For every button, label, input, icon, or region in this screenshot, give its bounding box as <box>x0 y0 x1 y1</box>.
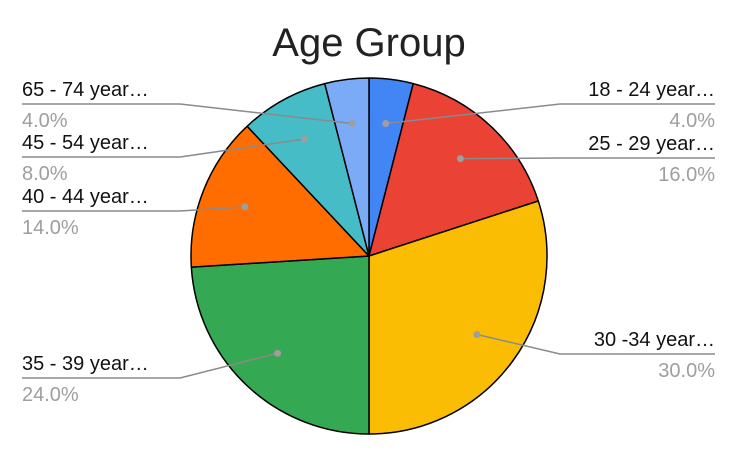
leader-dot-0 <box>382 120 390 128</box>
slice-percent-6: 4.0% <box>22 110 68 132</box>
slice-percent-3: 24.0% <box>22 384 79 406</box>
pie-slice-1 <box>368 82 540 257</box>
slice-label-5: 45 - 54 year… <box>22 132 149 154</box>
leader-dot-5 <box>301 135 309 143</box>
leader-line-3 <box>22 352 278 379</box>
slice-percent-2: 30.0% <box>658 360 715 382</box>
slice-label-3: 35 - 39 year… <box>22 353 149 375</box>
slice-label-0: 18 - 24 year… <box>588 79 715 101</box>
leader-line-2 <box>476 333 715 355</box>
slice-percent-4: 14.0% <box>22 217 79 239</box>
pie-slices <box>190 77 548 435</box>
leader-line-0 <box>385 103 715 125</box>
slice-label-1: 25 - 29 year… <box>588 133 715 155</box>
pie-slice-2 <box>368 200 548 435</box>
leader-lines <box>22 103 715 379</box>
pie-slice-3 <box>190 255 370 435</box>
leader-line-4 <box>22 206 245 212</box>
slice-percent-1: 16.0% <box>658 164 715 186</box>
slice-label-4: 40 - 44 year… <box>22 186 149 208</box>
chart-title: Age Group <box>272 21 465 65</box>
leader-line-5 <box>22 138 305 158</box>
leader-dot-4 <box>241 203 249 211</box>
leader-line-6 <box>22 103 353 125</box>
slice-percent-0: 4.0% <box>669 110 715 132</box>
slice-percent-5: 8.0% <box>22 163 68 185</box>
pie-slice-6 <box>323 77 370 257</box>
slice-labels: 18 - 24 year…4.0%25 - 29 year…16.0%30 -3… <box>22 79 715 406</box>
leader-dot-6 <box>348 120 356 128</box>
leader-dot-2 <box>473 330 481 338</box>
pie-slice-4 <box>190 125 370 268</box>
leader-dot-1 <box>456 155 464 163</box>
slice-label-2: 30 -34 year… <box>594 329 715 351</box>
slice-label-6: 65 - 74 year… <box>22 79 149 101</box>
pie-slice-5 <box>246 82 370 257</box>
leader-line-1 <box>460 157 715 160</box>
leader-dot-3 <box>274 349 282 357</box>
